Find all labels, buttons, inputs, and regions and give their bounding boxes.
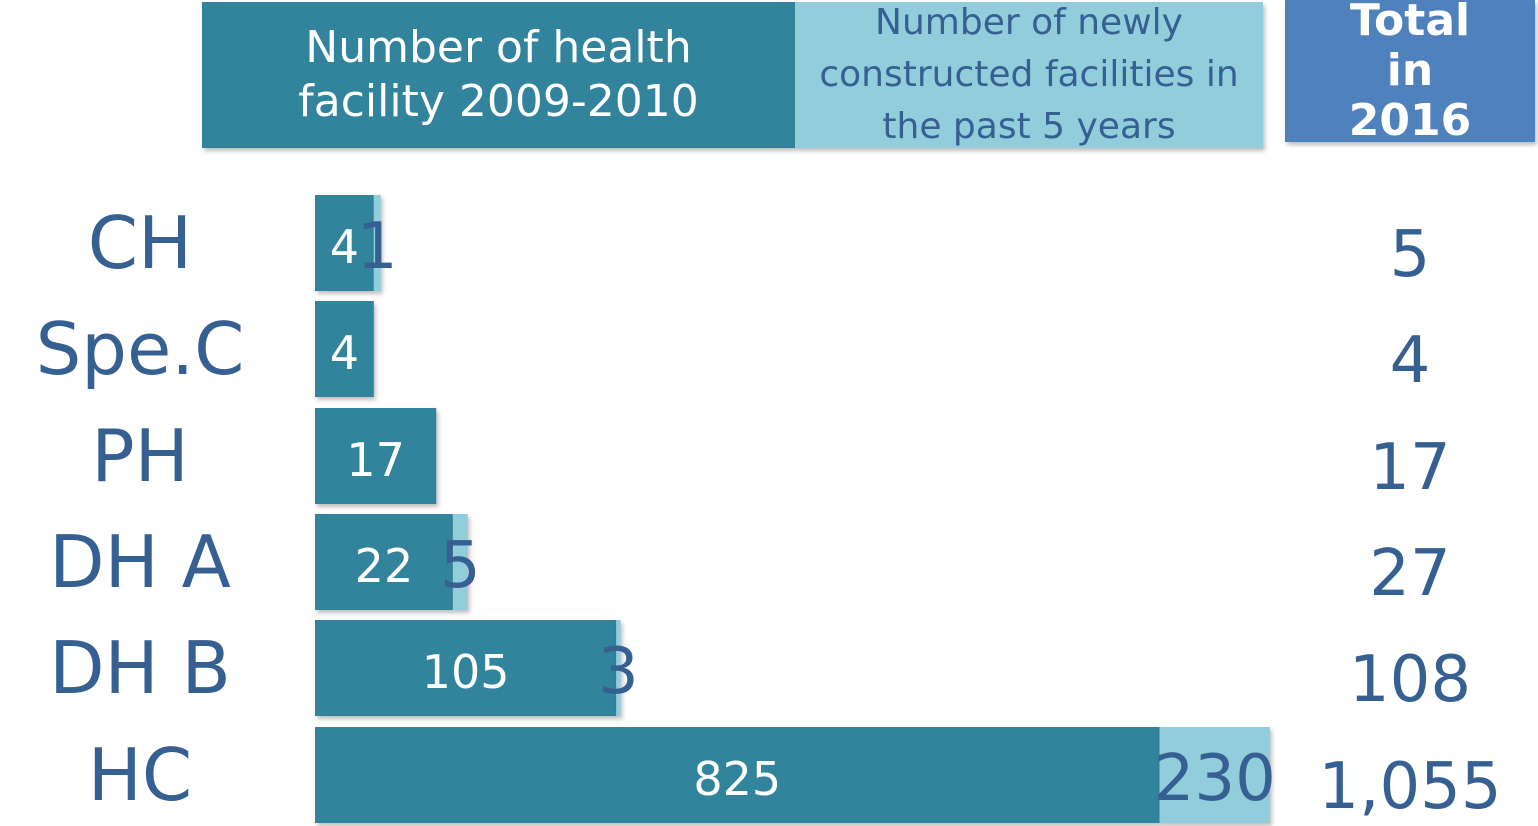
total-label: 108 [1349, 643, 1471, 717]
bar-value-label: 22 [355, 539, 414, 593]
bar [452, 514, 468, 610]
category-label: PH [91, 414, 189, 498]
bar [315, 514, 453, 610]
total-label: 27 [1369, 537, 1450, 611]
legend-entry: Number of newly constructed facilities i… [795, 2, 1263, 148]
bar [373, 195, 381, 291]
bar [315, 408, 437, 504]
bar [616, 620, 621, 716]
bar-value-label: 4 [330, 326, 359, 380]
bar [315, 727, 1160, 823]
bar-value-label: 230 [1154, 742, 1276, 816]
total-label: 1,055 [1318, 750, 1501, 824]
bar [1159, 727, 1270, 823]
bar-value-label: 3 [598, 635, 639, 709]
bar-value-label: 1 [357, 210, 398, 284]
bar-value-label: 17 [346, 433, 405, 487]
bar-value-label: 825 [693, 752, 781, 806]
category-label: DH B [49, 626, 231, 710]
bar [315, 301, 374, 397]
category-label: CH [88, 201, 192, 285]
total-label: 17 [1369, 431, 1450, 505]
category-label: HC [88, 733, 192, 817]
category-label: DH A [49, 520, 231, 604]
total-label: 5 [1390, 218, 1431, 292]
bar-value-label: 105 [422, 645, 510, 699]
category-label: Spe.C [36, 307, 245, 391]
total-label: 4 [1390, 324, 1431, 398]
bar-value-label: 4 [330, 220, 359, 274]
bar [315, 195, 374, 291]
legend-entry: Number of health facility 2009-2010 [202, 2, 795, 148]
totals-header: Total in 2016 [1285, 0, 1535, 146]
bar [315, 620, 617, 716]
bar-value-label: 5 [440, 529, 481, 603]
